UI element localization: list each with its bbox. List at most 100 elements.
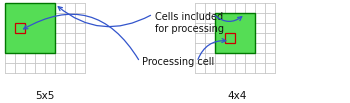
Bar <box>25 33 35 43</box>
Bar <box>35 43 45 53</box>
Bar <box>235 63 245 73</box>
Bar <box>15 43 25 53</box>
Bar <box>245 33 255 43</box>
Bar <box>75 13 85 23</box>
Bar <box>205 53 215 63</box>
Bar <box>255 23 265 33</box>
Bar <box>35 13 45 23</box>
Bar <box>15 3 25 13</box>
Bar <box>265 63 275 73</box>
Bar <box>75 23 85 33</box>
Bar <box>25 23 35 33</box>
Bar <box>215 13 255 53</box>
Bar <box>25 13 35 23</box>
Bar <box>25 43 35 53</box>
Bar <box>235 43 245 53</box>
Bar <box>45 53 55 63</box>
Bar <box>255 33 265 43</box>
Bar <box>215 53 225 63</box>
Bar <box>225 33 235 43</box>
Bar <box>255 53 265 63</box>
Bar <box>45 33 55 43</box>
Bar <box>235 53 245 63</box>
Bar <box>15 23 25 33</box>
Bar <box>225 53 235 63</box>
Bar <box>55 13 65 23</box>
Bar <box>15 13 25 23</box>
Text: Processing cell: Processing cell <box>142 57 214 67</box>
Bar <box>245 23 255 33</box>
Bar <box>25 33 35 43</box>
Bar <box>235 13 245 23</box>
Bar <box>45 13 55 23</box>
Bar <box>225 53 235 63</box>
Bar <box>235 3 245 13</box>
Bar <box>265 3 275 13</box>
Bar <box>195 53 205 63</box>
Bar <box>195 53 205 63</box>
Bar <box>255 63 265 73</box>
Bar <box>195 13 205 23</box>
Bar <box>5 23 15 33</box>
Bar <box>225 33 235 43</box>
Bar <box>245 53 255 63</box>
Bar <box>255 23 265 33</box>
Bar <box>195 43 205 53</box>
Bar <box>75 3 85 13</box>
Bar <box>265 43 275 53</box>
Bar <box>45 63 55 73</box>
Bar <box>35 33 45 43</box>
Bar <box>195 23 205 33</box>
Bar <box>255 43 265 53</box>
Bar <box>65 23 75 33</box>
Bar <box>65 43 75 53</box>
Bar <box>25 3 35 13</box>
Bar <box>55 43 65 53</box>
Bar <box>225 63 235 73</box>
Bar <box>45 33 55 43</box>
Bar <box>205 23 215 33</box>
Bar <box>65 53 75 63</box>
Bar <box>15 3 25 13</box>
Bar <box>65 3 75 13</box>
Bar <box>215 43 225 53</box>
Bar <box>5 13 15 23</box>
Bar <box>235 23 245 33</box>
Bar <box>255 13 265 23</box>
Bar <box>225 13 235 23</box>
Bar <box>75 33 85 43</box>
Bar <box>15 13 25 23</box>
Bar <box>65 13 75 23</box>
Bar <box>35 3 45 13</box>
Text: Cells included
for processing: Cells included for processing <box>155 12 224 34</box>
Bar <box>245 33 255 43</box>
Bar <box>205 33 215 43</box>
Bar <box>205 43 215 53</box>
Bar <box>245 13 255 23</box>
Bar <box>235 33 245 43</box>
Bar <box>195 23 205 33</box>
Bar <box>15 23 25 33</box>
Bar <box>255 53 265 63</box>
Bar <box>75 53 85 63</box>
Bar <box>205 3 215 13</box>
Bar <box>25 63 35 73</box>
Bar <box>225 43 235 53</box>
Bar <box>255 3 265 13</box>
Bar <box>265 13 275 23</box>
Bar <box>55 3 65 13</box>
Bar <box>5 63 15 73</box>
Bar <box>245 43 255 53</box>
Bar <box>5 53 15 63</box>
Bar <box>35 43 45 53</box>
Bar <box>235 63 245 73</box>
Bar <box>25 13 35 23</box>
Bar <box>245 23 255 33</box>
Bar <box>65 53 75 63</box>
Bar <box>195 63 205 73</box>
Bar <box>75 23 85 33</box>
Bar <box>205 63 215 73</box>
Bar <box>235 3 245 13</box>
Bar <box>265 43 275 53</box>
Bar <box>55 13 65 23</box>
